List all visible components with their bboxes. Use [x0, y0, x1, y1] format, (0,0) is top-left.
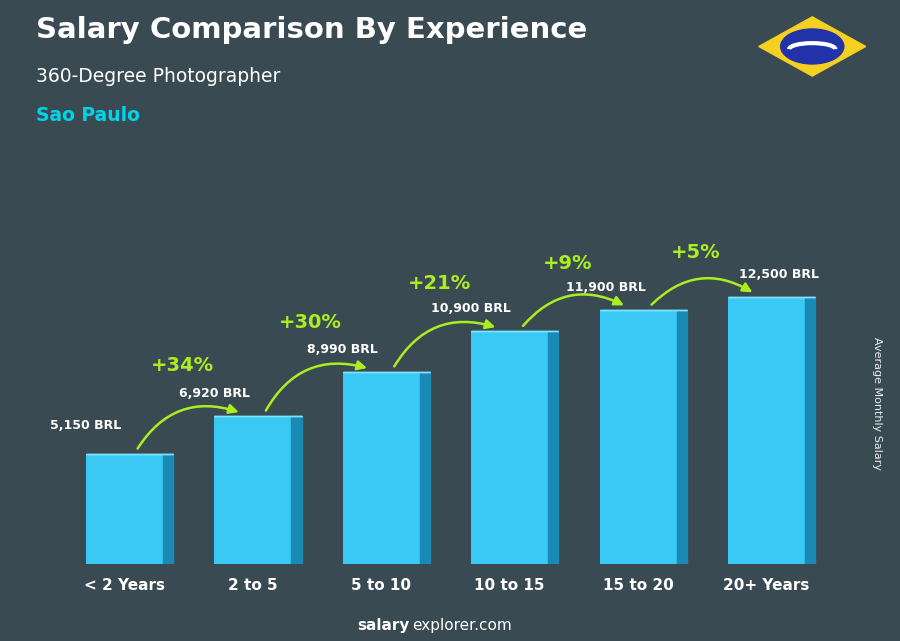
Bar	[343, 372, 419, 564]
Polygon shape	[292, 416, 302, 564]
Polygon shape	[805, 297, 815, 564]
Text: +5%: +5%	[671, 243, 721, 262]
Polygon shape	[677, 310, 687, 564]
Text: +9%: +9%	[543, 254, 592, 273]
Bar	[86, 454, 163, 564]
Bar	[214, 416, 292, 564]
Text: salary: salary	[357, 619, 410, 633]
Text: 8,990 BRL: 8,990 BRL	[308, 343, 378, 356]
Text: 10,900 BRL: 10,900 BRL	[431, 302, 511, 315]
Text: 11,900 BRL: 11,900 BRL	[566, 281, 646, 294]
Text: 12,500 BRL: 12,500 BRL	[739, 268, 819, 281]
Bar	[599, 310, 677, 564]
Text: 5,150 BRL: 5,150 BRL	[50, 419, 122, 431]
Text: Sao Paulo: Sao Paulo	[36, 106, 140, 125]
Text: +21%: +21%	[408, 274, 471, 293]
Polygon shape	[419, 372, 430, 564]
Text: 6,920 BRL: 6,920 BRL	[179, 387, 250, 400]
Text: Average Monthly Salary: Average Monthly Salary	[872, 337, 883, 470]
Polygon shape	[759, 17, 866, 76]
Bar	[728, 297, 805, 564]
Text: +30%: +30%	[279, 313, 342, 332]
Polygon shape	[163, 454, 174, 564]
Circle shape	[780, 29, 844, 64]
Bar	[472, 331, 548, 564]
Text: 360-Degree Photographer: 360-Degree Photographer	[36, 67, 281, 87]
Text: +34%: +34%	[151, 356, 214, 374]
Text: explorer.com: explorer.com	[412, 619, 512, 633]
Polygon shape	[548, 331, 559, 564]
Text: Salary Comparison By Experience: Salary Comparison By Experience	[36, 16, 587, 44]
